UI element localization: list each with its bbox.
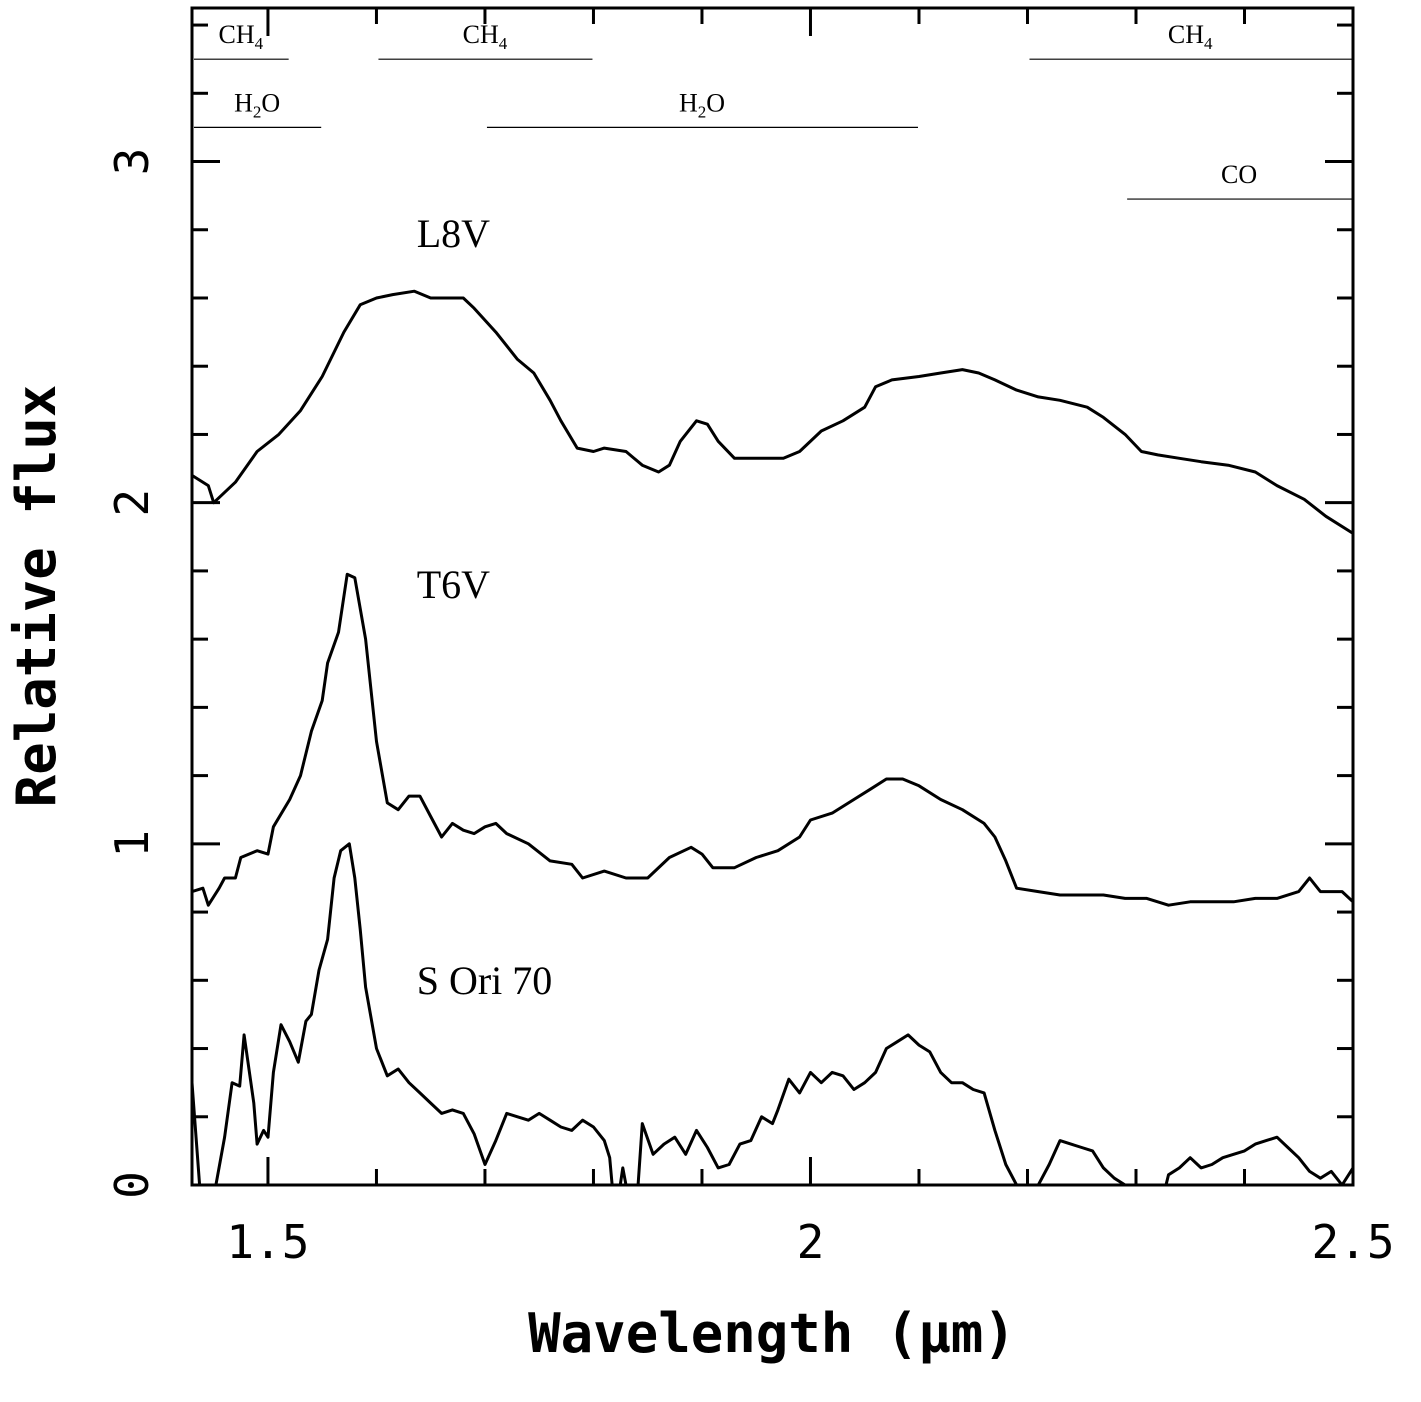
y-tick-label: 2 <box>105 489 159 517</box>
band-label: CH4 <box>463 20 508 53</box>
series-label: L8V <box>417 211 490 256</box>
x-tick-label: 2.5 <box>1311 1215 1394 1269</box>
series-line-1 <box>192 572 1353 907</box>
series-labels: L8V T6V S Ori 70 <box>417 211 553 1003</box>
y-tick-label: 0 <box>105 1171 159 1199</box>
x-axis-title: Wavelength (μm) <box>528 1302 1016 1365</box>
y-axis-title: Relative flux <box>5 385 68 808</box>
series-line-0 <box>192 289 1353 535</box>
series-line-2 <box>192 842 1353 1185</box>
series-label: T6V <box>417 562 490 607</box>
band-label: CO <box>1221 160 1257 189</box>
y-tick-label: 3 <box>105 148 159 176</box>
band-label: CH4 <box>219 20 264 53</box>
axis-ticks: 1.5 2 2.5 0 1 2 3 <box>105 8 1395 1269</box>
series-label: S Ori 70 <box>417 958 553 1003</box>
band-label: CH4 <box>1168 20 1213 53</box>
y-tick-label: 1 <box>105 830 159 858</box>
series-lines <box>192 289 1353 1185</box>
band-label: H2O <box>234 88 280 121</box>
x-tick-label: 2 <box>797 1215 825 1269</box>
absorption-bands: CH4 CH4 CH4 H2O H2O CO <box>194 20 1352 200</box>
band-label: H2O <box>679 88 725 121</box>
plot-frame <box>190 6 1355 1187</box>
x-tick-label: 1.5 <box>226 1215 309 1269</box>
